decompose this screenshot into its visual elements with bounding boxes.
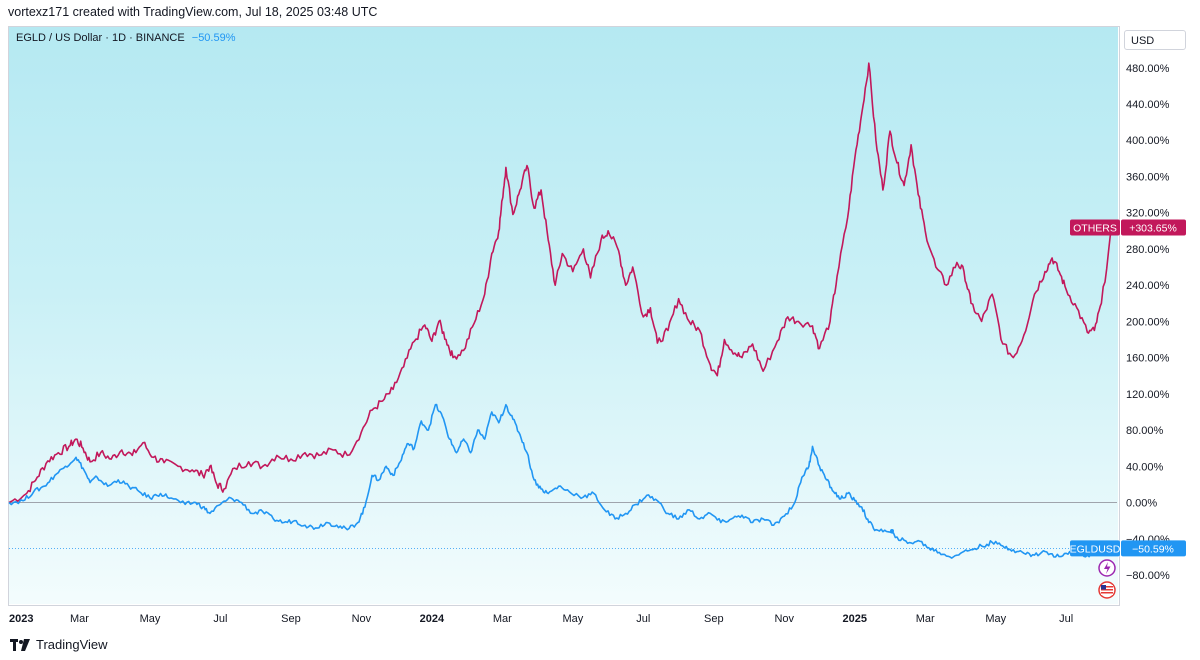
x-tick-label: May bbox=[985, 613, 1006, 625]
y-tick-label: 480.00% bbox=[1126, 63, 1170, 75]
badge-series-value: −50.59% bbox=[1132, 543, 1174, 555]
x-tick-label: Mar bbox=[916, 613, 935, 625]
symbol-change: −50.59% bbox=[191, 32, 236, 44]
y-tick-label: 0.00% bbox=[1126, 498, 1157, 510]
chart-background bbox=[9, 27, 1118, 604]
x-tick-label: Jul bbox=[1059, 613, 1073, 625]
tradingview-brand-text: TradingView bbox=[36, 637, 108, 652]
chart-pane[interactable] bbox=[8, 26, 1120, 606]
x-tick-label: Nov bbox=[774, 613, 794, 625]
x-tick-label: May bbox=[140, 613, 161, 625]
x-tick-label: Sep bbox=[704, 613, 724, 625]
badge-name-bg bbox=[1070, 219, 1120, 236]
y-tick-label: 80.00% bbox=[1126, 425, 1164, 437]
y-tick-label: 200.00% bbox=[1126, 316, 1170, 328]
currency-label: USD bbox=[1131, 35, 1155, 47]
y-tick-label: −80.00% bbox=[1126, 570, 1170, 582]
x-tick-label: Jul bbox=[213, 613, 227, 625]
series-line-egldusd[interactable] bbox=[8, 403, 1113, 559]
chart-attribution: vortexz171 created with TradingView.com,… bbox=[8, 5, 378, 19]
badge-series-name: EGLDUSD bbox=[1070, 543, 1121, 555]
badge-series-name: OTHERS bbox=[1073, 223, 1117, 235]
x-tick-label: Jul bbox=[636, 613, 650, 625]
x-tick-label: 2024 bbox=[420, 613, 445, 625]
badge-name-bg bbox=[1070, 540, 1120, 557]
y-tick-label: 120.00% bbox=[1126, 389, 1170, 401]
symbol-title[interactable]: EGLD / US Dollar · 1D · BINANCE bbox=[16, 32, 185, 44]
x-tick-label: Nov bbox=[352, 613, 372, 625]
y-tick-label: 400.00% bbox=[1126, 135, 1170, 147]
x-tick-label: May bbox=[562, 613, 583, 625]
y-tick-label: 160.00% bbox=[1126, 353, 1170, 365]
us-flag-icon[interactable] bbox=[1098, 581, 1116, 599]
badge-value-bg bbox=[1121, 540, 1186, 557]
x-tick-label: Mar bbox=[70, 613, 89, 625]
x-tick-label: Mar bbox=[493, 613, 512, 625]
event-dot-marker bbox=[890, 529, 894, 533]
y-tick-label: 320.00% bbox=[1126, 208, 1170, 220]
x-tick-label: 2025 bbox=[843, 613, 867, 625]
y-tick-label: 40.00% bbox=[1126, 461, 1164, 473]
y-tick-label: 240.00% bbox=[1126, 280, 1170, 292]
price-badge-egldusd[interactable]: EGLDUSD −50.59% bbox=[1070, 540, 1186, 557]
symbol-legend[interactable]: EGLD / US Dollar · 1D · BINANCE −50.59% bbox=[16, 32, 236, 44]
y-tick-label: 360.00% bbox=[1126, 171, 1170, 183]
x-tick-label: 2023 bbox=[9, 613, 33, 625]
badge-value-bg bbox=[1121, 219, 1186, 236]
lightning-icon[interactable] bbox=[1098, 559, 1116, 577]
series-line-others[interactable] bbox=[8, 62, 1113, 504]
x-tick-label: Sep bbox=[281, 613, 301, 625]
price-badge-others[interactable]: OTHERS +303.65% bbox=[1070, 219, 1186, 236]
y-tick-label: 280.00% bbox=[1126, 244, 1170, 256]
badge-series-value: +303.65% bbox=[1129, 223, 1177, 235]
currency-selector[interactable]: USD bbox=[1124, 30, 1186, 50]
tradingview-logo[interactable]: TradingView bbox=[10, 637, 108, 652]
y-tick-label: 440.00% bbox=[1126, 99, 1170, 111]
tradingview-logo-icon bbox=[10, 638, 30, 651]
